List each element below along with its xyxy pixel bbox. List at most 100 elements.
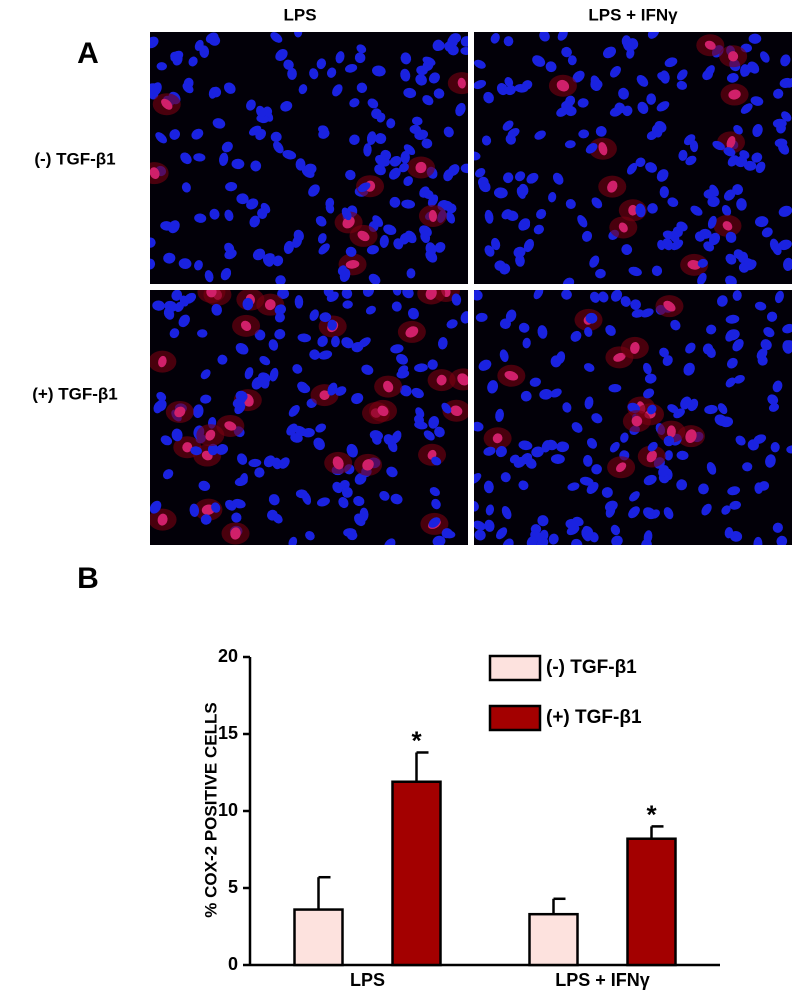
nucleus [278,457,290,469]
nucleus [169,129,181,140]
nucleus [765,454,776,468]
nucleus [721,505,731,515]
nucleus [318,350,333,360]
nucleus [295,158,306,171]
nucleus [317,497,330,507]
nucleus [584,396,594,410]
nucleus [345,169,356,181]
micrograph [474,290,792,545]
nucleus [174,406,186,418]
nucleus [389,196,401,208]
nucleus [415,74,427,86]
nucleus [208,87,218,99]
nucleus [156,62,167,71]
nucleus [522,337,531,349]
nucleus [427,194,439,207]
nucleus [586,482,599,494]
nucleus [221,141,233,153]
nucleus [268,339,279,351]
nucleus [618,87,629,100]
nucleus [305,530,315,541]
nucleus [755,161,766,174]
nucleus [666,425,676,438]
nucleus [230,527,241,540]
nucleus [556,79,570,92]
nucleus [294,295,304,309]
nucleus [375,154,388,166]
nucleus [283,240,294,254]
nucleus [446,319,458,329]
nucleus [495,446,507,458]
nucleus [567,55,577,66]
nucleus [505,210,519,221]
nucleus [725,314,740,324]
nucleus [504,85,516,96]
nucleus [258,372,271,384]
nucleus [150,258,156,270]
bar [528,912,579,967]
nucleus [396,369,410,379]
nucleus [760,51,770,63]
nucleus [211,502,221,513]
nucleus [283,59,294,70]
cells [150,32,468,284]
nucleus [647,441,658,452]
nucleus [367,98,379,109]
nucleus [616,462,627,473]
nucleus [224,209,234,222]
nucleus [225,181,238,192]
nucleus [478,179,491,193]
nucleus [643,530,653,544]
nucleus [699,228,712,239]
nucleus [734,157,746,167]
nucleus [732,290,742,301]
nucleus [520,390,532,402]
nucleus [182,442,193,453]
nucleus [178,314,190,328]
nucleus [483,446,496,456]
nucleus [732,338,744,352]
nucleus [189,503,200,517]
nucleus [474,80,487,90]
nucleus [537,515,549,527]
nucleus [236,453,248,465]
nucleus [493,187,508,199]
nucleus [591,413,603,424]
nucleus [518,480,529,491]
nucleus [326,67,337,78]
nucleus [409,124,422,134]
nucleus [400,52,412,65]
nucleus [427,359,438,370]
nucleus [659,70,670,84]
nucleus [287,67,297,80]
x-tick-label: LPS + IFNγ [555,970,650,990]
nucleus [156,391,167,402]
nucleus [323,290,334,297]
nucleus [399,233,410,245]
nucleus [778,205,792,217]
nucleus [608,383,622,393]
nucleus [255,129,267,141]
nucleus [583,454,593,467]
nucleus [640,308,654,318]
nucleus [561,100,573,111]
nucleus [727,486,741,496]
nucleus [518,322,530,333]
nucleus [248,458,262,468]
nucleus [724,527,734,539]
nucleus [304,163,317,175]
nucleus [431,498,441,510]
nucleus [562,277,575,284]
nucleus [206,290,217,298]
nucleus [763,327,775,338]
nucleus [317,335,328,347]
nucleus [525,458,537,469]
nucleus [750,96,764,106]
nucleus [532,55,546,67]
nucleus [169,328,180,339]
nucleus [656,101,670,112]
nucleus [208,34,221,46]
legend-label: (-) TGF-β1 [546,657,637,678]
nucleus [150,167,160,179]
nucleus [534,130,546,140]
